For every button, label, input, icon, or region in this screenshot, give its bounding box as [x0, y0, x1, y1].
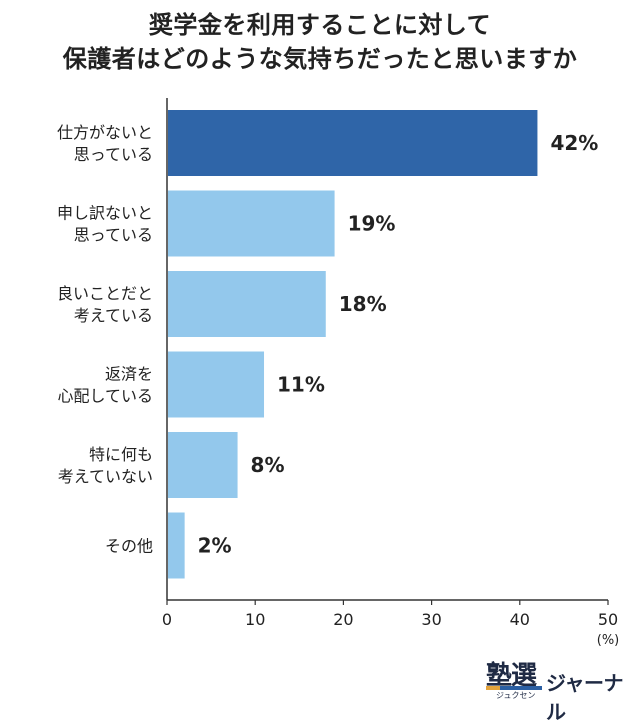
value-label-5: 2% [198, 534, 232, 558]
bar-0 [168, 110, 538, 176]
chart-title-line-1: 奨学金を利用することに対して [148, 11, 492, 39]
chart-title-line-2: 保護者はどのような気持ちだったと思いますか [62, 45, 578, 73]
value-label-2: 18% [339, 292, 387, 316]
value-label-0: 42% [550, 131, 598, 155]
category-label-2-1: 考えている [74, 306, 153, 325]
category-label-3-0: 返済を [105, 365, 153, 384]
logo-underline-accent [486, 686, 500, 690]
bar-2 [168, 271, 326, 337]
bar-4 [168, 432, 238, 498]
category-label-4-0: 特に何も [89, 445, 153, 464]
bar-3 [168, 351, 265, 418]
logo-journal-text: ジャーナル [546, 671, 624, 724]
bar-5 [168, 512, 185, 579]
x-tick-label-1: 10 [245, 610, 265, 629]
category-label-1-1: 思っている [74, 226, 153, 245]
logo-kana: ジュクセン [496, 691, 536, 700]
x-tick-label-2: 20 [333, 610, 353, 629]
category-label-5-0: その他 [105, 537, 153, 556]
category-label-0-1: 思っている [74, 145, 153, 164]
bar-1 [168, 190, 335, 257]
category-label-3-1: 心配している [57, 387, 153, 406]
value-label-4: 8% [251, 453, 285, 477]
x-tick-label-4: 40 [510, 610, 530, 629]
x-unit-label: (%) [597, 633, 620, 648]
category-label-0-0: 仕方がないと [57, 123, 153, 142]
chart-title: 奨学金を利用することに対して 保護者はどのような気持ちだったと思いますか [0, 8, 640, 76]
value-label-1: 19% [348, 212, 396, 236]
x-tick-label-5: 50 [598, 610, 618, 629]
category-label-1-0: 申し訳ないと [57, 204, 153, 223]
category-label-4-1: 考えていない [58, 467, 153, 486]
category-label-2-0: 良いことだと [57, 284, 153, 303]
logo-underline [486, 686, 542, 690]
brand-logo: 塾選 ジュクセン ジャーナル [486, 655, 626, 724]
x-tick-label-0: 0 [162, 610, 172, 629]
value-label-3: 11% [277, 373, 325, 397]
x-tick-label-3: 30 [421, 610, 441, 629]
